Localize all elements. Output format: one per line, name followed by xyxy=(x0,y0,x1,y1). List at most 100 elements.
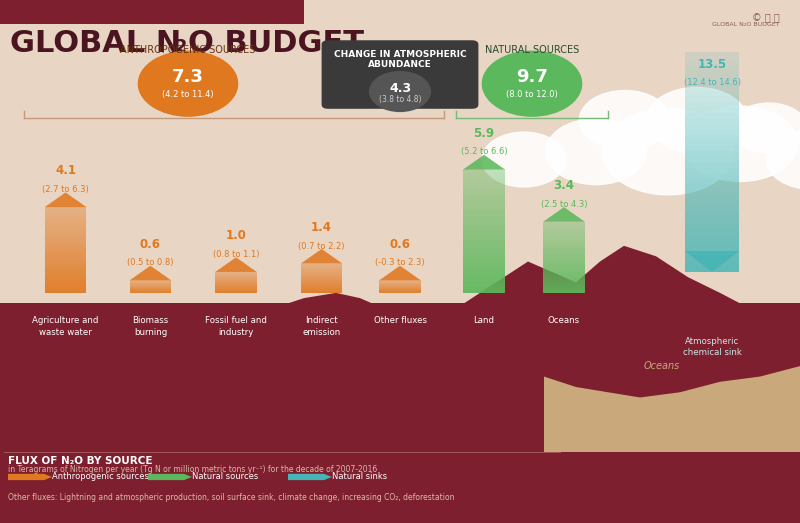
Bar xyxy=(301,270,342,271)
Bar xyxy=(543,223,585,225)
Bar xyxy=(543,248,585,250)
Bar xyxy=(463,244,505,247)
Bar xyxy=(543,247,585,248)
Circle shape xyxy=(766,130,800,189)
Bar xyxy=(543,282,585,284)
Bar xyxy=(45,237,86,240)
Bar xyxy=(543,261,585,263)
Bar xyxy=(543,225,585,227)
Bar xyxy=(543,232,585,234)
FancyArrow shape xyxy=(288,474,332,480)
Bar xyxy=(45,289,86,291)
Circle shape xyxy=(682,106,798,181)
Bar xyxy=(685,173,739,179)
Bar xyxy=(463,228,505,231)
Bar xyxy=(301,285,342,286)
Bar xyxy=(301,268,342,269)
Bar xyxy=(301,274,342,275)
Bar xyxy=(463,231,505,234)
Bar xyxy=(685,245,739,250)
Bar xyxy=(215,290,257,291)
Bar xyxy=(45,242,86,244)
Bar xyxy=(301,272,342,273)
Bar xyxy=(45,211,86,213)
Bar xyxy=(543,280,585,282)
Bar xyxy=(463,256,505,259)
Bar xyxy=(685,162,739,168)
Bar xyxy=(685,145,739,151)
Bar xyxy=(301,286,342,287)
Bar xyxy=(543,286,585,288)
Bar xyxy=(45,265,86,267)
Bar xyxy=(685,85,739,91)
Bar xyxy=(301,279,342,280)
Bar xyxy=(685,168,739,173)
Bar xyxy=(463,176,505,179)
Bar xyxy=(463,247,505,249)
Bar xyxy=(463,203,505,207)
Bar xyxy=(543,279,585,280)
Bar xyxy=(463,280,505,283)
Bar xyxy=(463,268,505,271)
Text: (3.8 to 4.8): (3.8 to 4.8) xyxy=(378,95,422,104)
Bar xyxy=(543,222,585,223)
Bar xyxy=(301,292,342,293)
Polygon shape xyxy=(301,249,342,264)
Bar xyxy=(45,261,86,263)
Bar xyxy=(45,287,86,289)
Circle shape xyxy=(370,72,430,111)
Circle shape xyxy=(579,90,670,150)
Bar xyxy=(301,276,342,277)
Bar xyxy=(685,200,739,206)
Text: 1.4: 1.4 xyxy=(311,221,332,234)
Bar xyxy=(301,267,342,268)
Bar xyxy=(301,275,342,276)
Bar xyxy=(543,271,585,274)
Bar xyxy=(685,267,739,272)
Bar xyxy=(685,239,739,245)
Text: Agriculture and
waste water: Agriculture and waste water xyxy=(33,316,98,336)
Text: Other fluxes: Other fluxes xyxy=(374,316,426,325)
Bar xyxy=(685,223,739,228)
Bar xyxy=(543,288,585,289)
Text: (0.5 to 0.8): (0.5 to 0.8) xyxy=(127,258,174,267)
Bar xyxy=(685,129,739,135)
Bar xyxy=(301,284,342,285)
Bar xyxy=(463,259,505,262)
Bar xyxy=(45,269,86,271)
Bar xyxy=(301,278,342,279)
Bar xyxy=(685,74,739,79)
Bar xyxy=(301,265,342,266)
Bar xyxy=(543,231,585,232)
Bar xyxy=(45,274,86,276)
Bar xyxy=(215,277,257,278)
Bar xyxy=(463,200,505,203)
Bar xyxy=(301,282,342,283)
Bar xyxy=(45,263,86,265)
Polygon shape xyxy=(215,257,257,272)
Bar xyxy=(45,215,86,218)
Bar xyxy=(45,233,86,235)
Bar xyxy=(463,185,505,188)
Bar xyxy=(463,290,505,293)
Bar xyxy=(543,236,585,238)
Bar xyxy=(463,241,505,244)
Bar xyxy=(215,287,257,288)
Bar xyxy=(0,0,304,24)
Circle shape xyxy=(602,109,734,195)
Bar xyxy=(463,271,505,275)
Bar xyxy=(685,79,739,85)
Bar xyxy=(301,281,342,282)
Text: (2.5 to 4.3): (2.5 to 4.3) xyxy=(541,200,587,209)
Polygon shape xyxy=(544,366,800,523)
Bar xyxy=(543,266,585,268)
Bar xyxy=(543,284,585,286)
Text: 0.6: 0.6 xyxy=(140,237,161,251)
Text: O BUDGET: O BUDGET xyxy=(188,29,364,58)
Bar xyxy=(463,207,505,210)
Bar xyxy=(215,284,257,285)
Text: GLOBAL N₂O BUDGET: GLOBAL N₂O BUDGET xyxy=(712,22,780,27)
Bar xyxy=(45,278,86,280)
Bar xyxy=(301,277,342,278)
Bar xyxy=(45,218,86,220)
